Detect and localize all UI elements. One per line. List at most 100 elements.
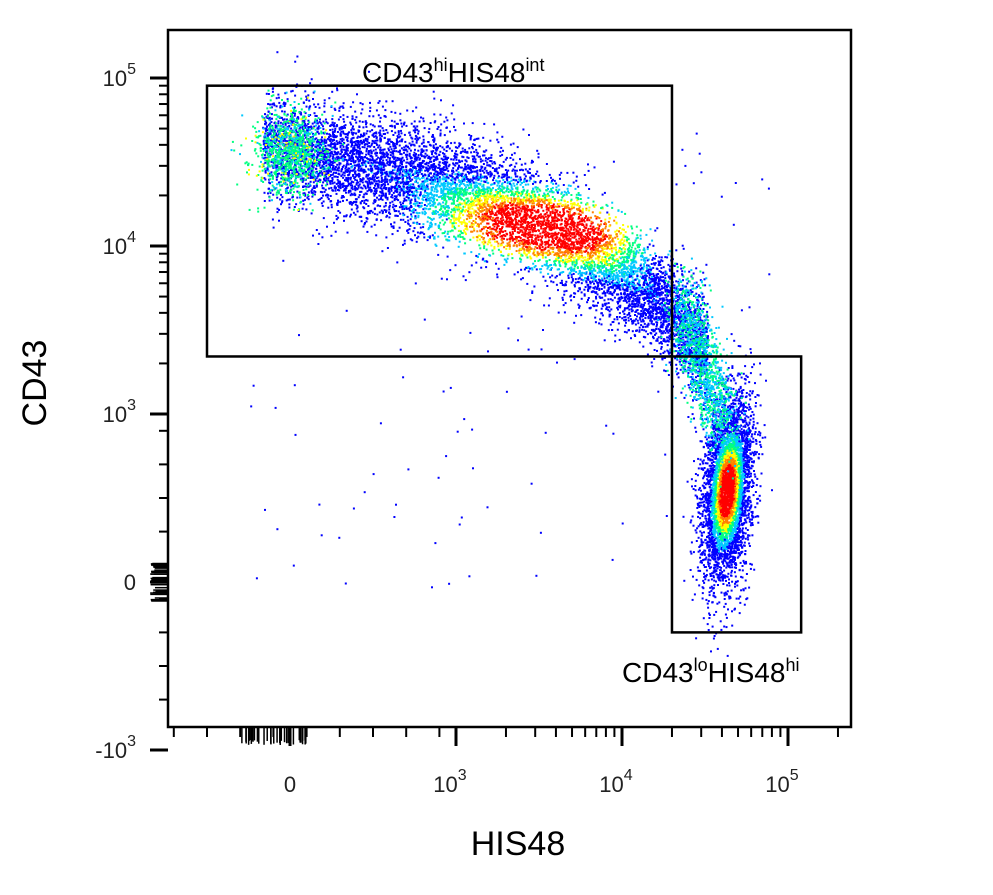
scatter-point	[502, 219, 505, 222]
scatter-point	[398, 226, 401, 229]
scatter-point	[608, 213, 611, 216]
scatter-point	[526, 210, 529, 213]
scatter-point	[594, 204, 597, 207]
scatter-point	[401, 177, 404, 179]
scatter-point	[590, 263, 593, 266]
scatter-point	[612, 291, 615, 294]
scatter-point	[263, 154, 266, 157]
scatter-point	[555, 243, 558, 246]
scatter-point	[293, 206, 296, 208]
scatter-point	[601, 303, 604, 306]
scatter-point	[331, 178, 334, 181]
scatter-point	[485, 169, 488, 172]
scatter-point	[609, 275, 612, 278]
scatter-point	[397, 133, 400, 136]
scatter-point	[344, 136, 347, 139]
scatter-point	[626, 253, 629, 256]
scatter-point	[450, 158, 453, 161]
scatter-point	[667, 331, 670, 334]
scatter-point	[375, 180, 378, 183]
scatter-point	[464, 163, 466, 166]
scatter-point	[649, 318, 652, 321]
scatter-point	[585, 203, 587, 206]
scatter-point	[548, 251, 551, 254]
scatter-point	[614, 282, 617, 285]
scatter-point	[375, 131, 378, 134]
scatter-point	[692, 272, 695, 275]
scatter-point	[370, 188, 373, 191]
scatter-point	[577, 192, 580, 194]
scatter-point	[546, 225, 549, 228]
scatter-point	[501, 200, 504, 203]
scatter-point	[695, 376, 697, 379]
scatter-point	[688, 367, 691, 370]
scatter-point	[660, 310, 663, 312]
scatter-point	[575, 254, 578, 257]
scatter-point	[695, 286, 698, 289]
scatter-point	[421, 231, 424, 234]
scatter-point	[593, 304, 596, 307]
scatter-point	[641, 252, 644, 255]
scatter-point	[332, 153, 335, 156]
scatter-point	[668, 361, 671, 364]
scatter-point	[589, 252, 592, 255]
scatter-point	[402, 183, 405, 186]
scatter-point	[318, 160, 321, 163]
scatter-point	[305, 170, 307, 173]
scatter-point	[628, 280, 631, 283]
scatter-point	[589, 280, 591, 283]
scatter-point	[695, 336, 697, 339]
scatter-point	[672, 344, 675, 347]
scatter-point	[414, 209, 417, 212]
scatter-point	[678, 316, 681, 319]
scatter-point	[361, 152, 364, 155]
scatter-point	[594, 269, 597, 272]
scatter-point	[381, 212, 384, 215]
scatter-point	[330, 203, 333, 206]
scatter-point	[422, 117, 425, 120]
scatter-point	[375, 142, 378, 145]
scatter-point	[417, 235, 420, 238]
scatter-point	[575, 193, 578, 196]
scatter-point	[614, 243, 617, 246]
scatter-point	[486, 192, 489, 195]
scatter-point	[483, 154, 486, 157]
scatter-point	[697, 347, 700, 350]
scatter-point	[575, 230, 578, 233]
scatter-point	[570, 249, 573, 252]
scatter-point	[309, 114, 312, 116]
scatter-point	[458, 164, 460, 167]
scatter-point	[420, 169, 423, 172]
scatter-point	[663, 330, 666, 333]
scatter-point	[588, 206, 591, 209]
scatter-point	[580, 297, 583, 300]
scatter-point	[365, 203, 368, 205]
scatter-point	[676, 270, 679, 273]
scatter-point	[380, 174, 383, 177]
scatter-point	[585, 184, 588, 187]
scatter-point	[432, 163, 435, 166]
scatter-point	[491, 212, 494, 215]
scatter-point	[639, 229, 642, 232]
scatter-point	[399, 119, 402, 122]
scatter-point	[642, 315, 645, 317]
scatter-point	[330, 141, 333, 144]
scatter-point	[402, 212, 405, 215]
scatter-point	[323, 190, 326, 193]
scatter-point	[624, 212, 627, 215]
scatter-point	[501, 135, 504, 138]
scatter-point	[516, 213, 518, 216]
scatter-point	[477, 137, 480, 140]
scatter-point	[587, 196, 590, 199]
scatter-point	[471, 146, 474, 148]
scatter-point	[351, 137, 354, 140]
scatter-point	[591, 259, 594, 262]
scatter-point	[677, 347, 680, 349]
scatter-point	[533, 190, 536, 193]
scatter-point	[458, 213, 461, 216]
scatter-point	[335, 218, 338, 221]
scatter-point	[530, 161, 533, 164]
scatter-point	[518, 252, 521, 255]
scatter-point	[334, 127, 337, 130]
scatter-point	[596, 244, 599, 247]
